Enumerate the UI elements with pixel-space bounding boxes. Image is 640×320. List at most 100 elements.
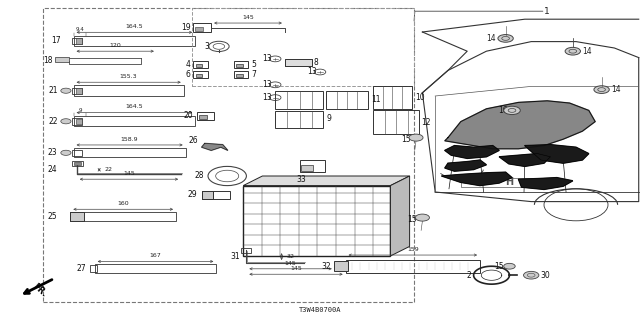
Text: 32: 32 bbox=[322, 262, 332, 271]
Text: H: H bbox=[505, 177, 513, 188]
Bar bbox=[199, 115, 207, 119]
Text: 24: 24 bbox=[48, 165, 58, 174]
Text: 15: 15 bbox=[495, 262, 504, 271]
Bar bbox=[72, 37, 82, 44]
Text: 14: 14 bbox=[486, 34, 496, 43]
Polygon shape bbox=[445, 160, 486, 171]
Bar bbox=[195, 27, 203, 31]
Text: 145: 145 bbox=[290, 266, 302, 271]
Text: 145: 145 bbox=[242, 15, 254, 20]
Text: 16: 16 bbox=[498, 106, 508, 115]
Text: 9.4: 9.4 bbox=[76, 27, 84, 32]
Text: 167: 167 bbox=[150, 253, 161, 258]
Circle shape bbox=[61, 150, 71, 156]
Text: 120: 120 bbox=[109, 43, 121, 48]
Bar bbox=[197, 112, 214, 120]
Bar bbox=[72, 88, 82, 94]
Text: FR.: FR. bbox=[31, 282, 48, 299]
Polygon shape bbox=[445, 146, 499, 158]
Text: 33: 33 bbox=[296, 175, 306, 184]
Text: 13: 13 bbox=[262, 54, 272, 63]
Circle shape bbox=[409, 134, 423, 141]
Text: 6: 6 bbox=[186, 70, 191, 79]
Text: 145: 145 bbox=[285, 260, 296, 266]
Bar bbox=[202, 191, 213, 199]
Bar bbox=[241, 248, 251, 253]
Polygon shape bbox=[442, 172, 512, 186]
Bar bbox=[285, 59, 312, 66]
Text: 10: 10 bbox=[415, 93, 424, 102]
Text: 15: 15 bbox=[401, 135, 411, 144]
Circle shape bbox=[565, 47, 580, 55]
Bar bbox=[234, 61, 248, 68]
Text: 145: 145 bbox=[123, 171, 135, 176]
Bar bbox=[373, 86, 412, 109]
Text: 164.5: 164.5 bbox=[125, 104, 143, 109]
Bar bbox=[196, 64, 202, 67]
Text: 31: 31 bbox=[230, 252, 240, 261]
Bar bbox=[74, 85, 184, 96]
Polygon shape bbox=[243, 176, 410, 186]
Bar bbox=[193, 23, 211, 32]
Text: 21: 21 bbox=[48, 86, 58, 95]
Bar bbox=[76, 119, 82, 124]
Bar bbox=[72, 118, 82, 125]
Polygon shape bbox=[445, 101, 595, 149]
Bar bbox=[192, 8, 414, 86]
Text: 13: 13 bbox=[262, 93, 272, 102]
Text: 7: 7 bbox=[251, 70, 256, 79]
Bar bbox=[72, 161, 83, 166]
Bar bbox=[285, 59, 312, 66]
Text: 27: 27 bbox=[77, 264, 86, 273]
Bar bbox=[76, 88, 82, 94]
Bar bbox=[72, 150, 82, 156]
Text: 26: 26 bbox=[189, 136, 198, 145]
Text: 30: 30 bbox=[541, 271, 550, 280]
Text: 20: 20 bbox=[184, 111, 193, 120]
Text: 2: 2 bbox=[467, 271, 471, 280]
Text: 158.9: 158.9 bbox=[121, 137, 138, 142]
Bar bbox=[300, 160, 325, 172]
Text: 18: 18 bbox=[43, 56, 52, 65]
Polygon shape bbox=[390, 176, 410, 256]
Bar bbox=[326, 91, 368, 109]
Bar bbox=[234, 71, 248, 78]
Polygon shape bbox=[202, 143, 228, 150]
Bar bbox=[70, 212, 84, 221]
Text: 22: 22 bbox=[48, 117, 58, 126]
Bar bbox=[275, 91, 323, 109]
Text: 9: 9 bbox=[326, 114, 332, 123]
Text: 155.3: 155.3 bbox=[120, 74, 138, 79]
Bar bbox=[373, 110, 419, 134]
Text: 160: 160 bbox=[117, 201, 129, 206]
Text: 28: 28 bbox=[194, 172, 204, 180]
Circle shape bbox=[524, 271, 539, 279]
Bar bbox=[55, 57, 69, 62]
Polygon shape bbox=[499, 154, 550, 166]
Bar bbox=[236, 64, 243, 67]
Bar bbox=[70, 212, 84, 221]
Circle shape bbox=[415, 214, 429, 221]
Text: 13: 13 bbox=[307, 68, 317, 76]
Text: 9: 9 bbox=[78, 108, 82, 113]
Circle shape bbox=[61, 119, 71, 124]
Text: 22: 22 bbox=[104, 167, 113, 172]
Bar bbox=[74, 148, 186, 157]
Text: 8: 8 bbox=[314, 58, 318, 67]
Text: 25: 25 bbox=[48, 212, 58, 221]
Bar bbox=[301, 165, 313, 171]
Bar bbox=[461, 178, 557, 187]
Circle shape bbox=[498, 35, 513, 42]
Bar bbox=[95, 264, 216, 273]
Bar bbox=[193, 61, 208, 68]
Bar bbox=[202, 191, 230, 199]
Polygon shape bbox=[518, 178, 573, 189]
Text: 1: 1 bbox=[544, 7, 550, 16]
Circle shape bbox=[504, 106, 520, 115]
Bar bbox=[74, 36, 195, 46]
Bar bbox=[243, 186, 390, 256]
Text: 14: 14 bbox=[582, 47, 592, 56]
Bar bbox=[193, 71, 208, 78]
Text: 17: 17 bbox=[51, 36, 61, 45]
Bar bbox=[70, 212, 176, 221]
